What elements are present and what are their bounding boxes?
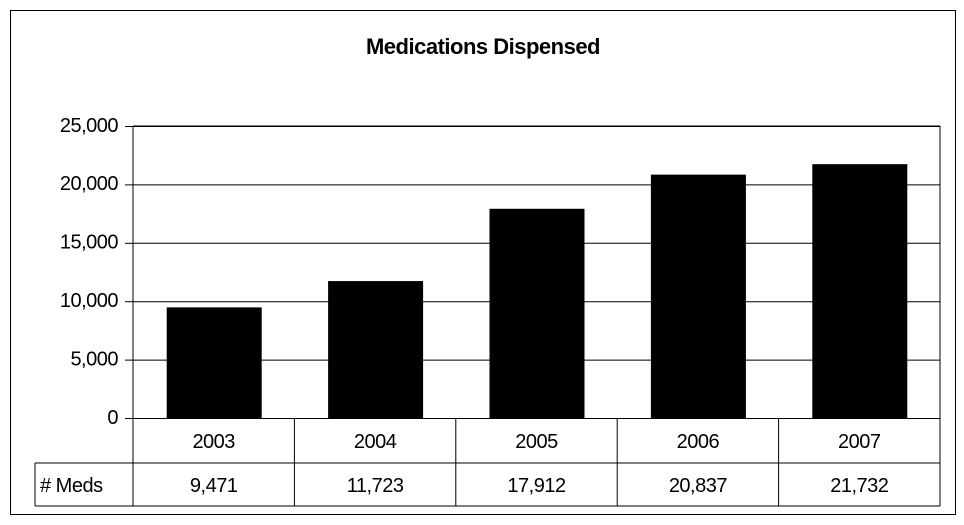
y-tick-label: 10,000 (60, 290, 119, 312)
table-value: 11,723 (347, 475, 404, 497)
bar (812, 164, 908, 418)
x-tick-label: 2006 (677, 431, 720, 453)
y-tick-label: 20,000 (60, 173, 119, 195)
table-value: 21,732 (830, 475, 889, 497)
chart-frame (10, 10, 956, 515)
bar (650, 174, 746, 418)
table-value: 9,471 (190, 475, 238, 497)
y-tick-label: 0 (107, 407, 118, 429)
chart-title: Medications Dispensed (366, 34, 600, 59)
x-tick-label: 2003 (192, 431, 235, 453)
table-row-label: # Meds (40, 475, 103, 497)
table-value: 17,912 (507, 475, 566, 497)
bar (166, 307, 262, 418)
x-tick-label: 2007 (838, 431, 881, 453)
y-tick-label: 15,000 (60, 232, 119, 254)
y-tick-label: 25,000 (60, 115, 119, 137)
x-tick-label: 2005 (515, 431, 558, 453)
bar (328, 281, 424, 418)
bar (489, 208, 585, 418)
y-tick-label: 5,000 (70, 348, 118, 370)
x-tick-label: 2004 (354, 431, 397, 453)
table-value: 20,837 (669, 475, 728, 497)
